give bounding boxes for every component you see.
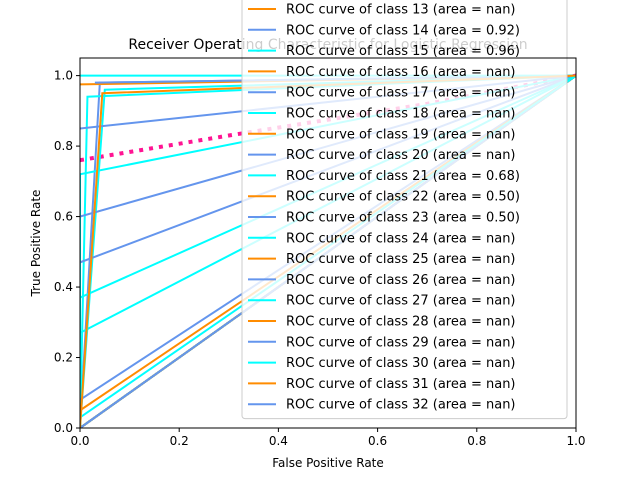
y-axis-ticks: 0.0 0.2 0.4 0.6 0.8 1.0 — [54, 69, 80, 435]
y-axis-label: True Positive Rate — [29, 190, 43, 298]
legend-label: ROC curve of class 14 (area = 0.92) — [286, 23, 520, 38]
legend-label: ROC curve of class 13 (area = nan) — [286, 3, 516, 18]
legend-label: ROC curve of class 18 (area = nan) — [286, 107, 516, 122]
x-tick-label: 0.8 — [467, 434, 486, 448]
legend-label: ROC curve of class 19 (area = nan) — [286, 127, 516, 142]
legend-box — [241, 0, 568, 420]
legend-label: ROC curve of class 17 (area = nan) — [286, 86, 516, 101]
legend-label: ROC curve of class 25 (area = nan) — [286, 252, 516, 267]
plot-frame — [79, 57, 577, 429]
legend-label: ROC curve of class 27 (area = nan) — [286, 294, 516, 309]
legend-label: ROC curve of class 23 (area = 0.50) — [286, 211, 520, 226]
y-tick-label: 0.0 — [54, 421, 73, 435]
y-tick-label: 1.0 — [54, 69, 73, 83]
y-tick-label: 0.2 — [54, 351, 73, 365]
legend-label: ROC curve of class 28 (area = nan) — [286, 315, 516, 330]
y-tick-label: 0.4 — [54, 280, 73, 294]
legend-label: ROC curve of class 32 (area = nan) — [286, 398, 516, 413]
legend-label: ROC curve of class 24 (area = nan) — [286, 231, 516, 246]
legend-label: ROC curve of class 31 (area = nan) — [286, 377, 516, 392]
x-axis-label: False Positive Rate — [272, 456, 384, 470]
x-tick-label: 0.2 — [170, 434, 189, 448]
legend-label: ROC curve of class 30 (area = nan) — [286, 356, 516, 371]
legend-label: ROC curve of class 15 (area = 0.96) — [286, 44, 520, 59]
legend-label: ROC curve of class 29 (area = nan) — [286, 335, 516, 350]
legend-label: ROC curve of class 16 (area = nan) — [286, 65, 516, 80]
x-tick-label: 0.4 — [269, 434, 288, 448]
x-tick-label: 0.6 — [368, 434, 387, 448]
x-axis-ticks: 0.0 0.2 0.4 0.6 0.8 1.0 — [70, 428, 586, 448]
legend-label: ROC curve of class 21 (area = 0.68) — [286, 169, 520, 184]
x-tick-label: 0.0 — [70, 434, 89, 448]
y-tick-label: 0.6 — [54, 210, 73, 224]
y-tick-label: 0.8 — [54, 139, 73, 153]
legend: ROC curve of class 13 (area = nan) ROC cu… — [241, 0, 568, 420]
legend-label: ROC curve of class 22 (area = 0.50) — [286, 190, 520, 205]
legend-label: ROC curve of class 26 (area = nan) — [286, 273, 516, 288]
legend-label: ROC curve of class 20 (area = nan) — [286, 148, 516, 163]
x-tick-label: 1.0 — [566, 434, 585, 448]
